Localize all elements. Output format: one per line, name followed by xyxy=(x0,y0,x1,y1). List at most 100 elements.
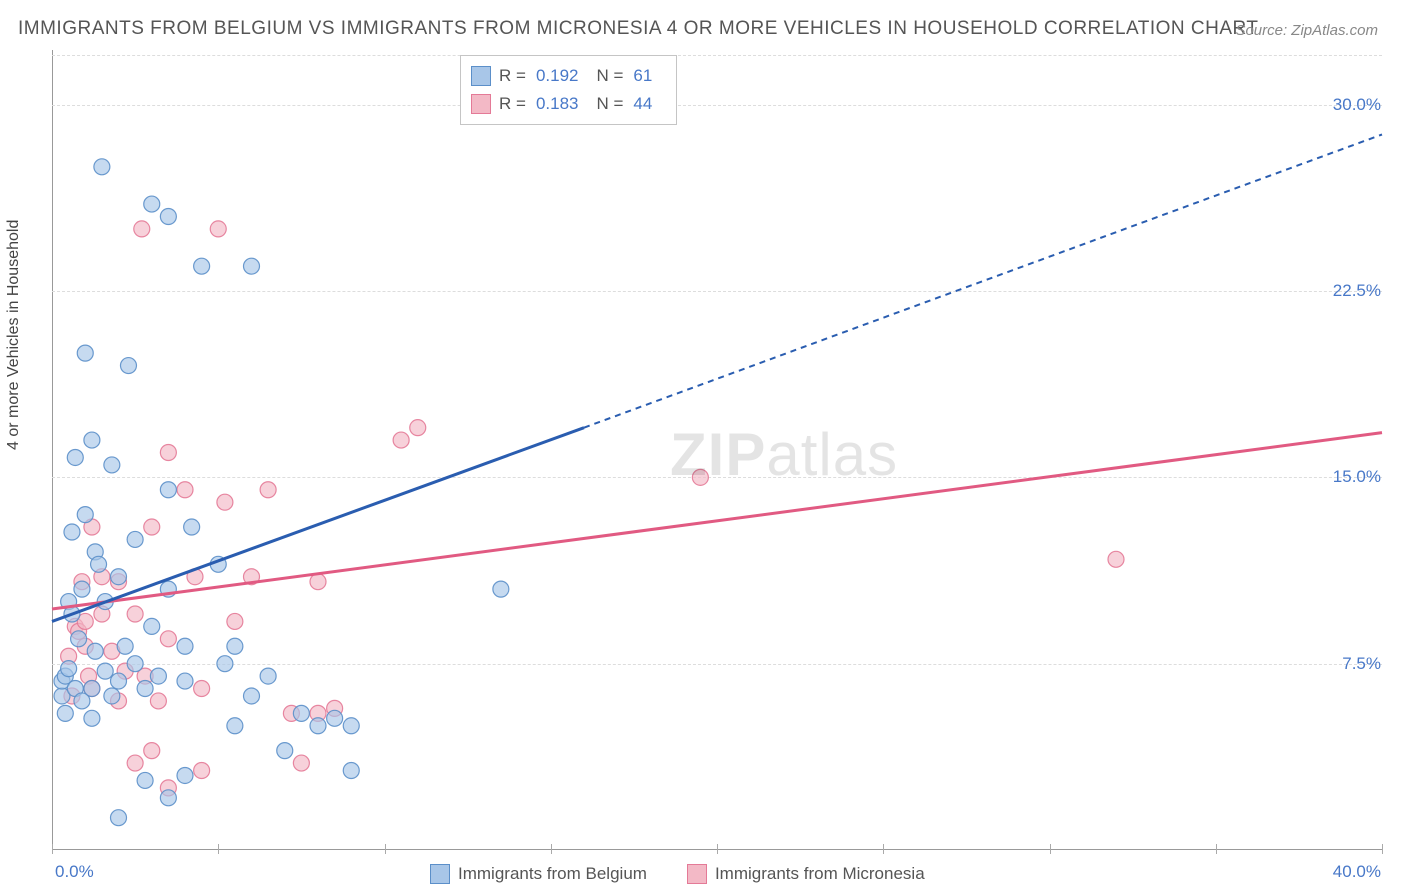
scatter-point xyxy=(184,519,200,535)
scatter-point xyxy=(71,631,87,647)
scatter-point xyxy=(194,763,210,779)
scatter-plot-svg xyxy=(52,50,1382,850)
scatter-point xyxy=(150,693,166,709)
scatter-point xyxy=(343,718,359,734)
scatter-point xyxy=(293,755,309,771)
scatter-point xyxy=(94,159,110,175)
r-value-belgium: 0.192 xyxy=(536,62,579,90)
n-label: N = xyxy=(596,62,623,90)
scatter-point xyxy=(217,656,233,672)
legend-row-micronesia: R = 0.183 N = 44 xyxy=(471,90,662,118)
scatter-point xyxy=(194,258,210,274)
scatter-point xyxy=(343,763,359,779)
scatter-point xyxy=(327,710,343,726)
scatter-point xyxy=(91,556,107,572)
scatter-point xyxy=(67,449,83,465)
scatter-point xyxy=(160,790,176,806)
scatter-point xyxy=(127,656,143,672)
scatter-point xyxy=(393,432,409,448)
scatter-point xyxy=(74,581,90,597)
r-label: R = xyxy=(499,62,526,90)
n-value-belgium: 61 xyxy=(633,62,652,90)
scatter-point xyxy=(227,718,243,734)
chart-container: IMMIGRANTS FROM BELGIUM VS IMMIGRANTS FR… xyxy=(0,0,1406,892)
scatter-point xyxy=(217,494,233,510)
scatter-point xyxy=(310,718,326,734)
scatter-point xyxy=(144,519,160,535)
scatter-point xyxy=(227,638,243,654)
legend-swatch-belgium xyxy=(471,66,491,86)
scatter-point xyxy=(277,743,293,759)
scatter-point xyxy=(493,581,509,597)
scatter-point xyxy=(61,661,77,677)
scatter-point xyxy=(194,681,210,697)
legend-label-belgium: Immigrants from Belgium xyxy=(458,864,647,884)
legend-label-micronesia: Immigrants from Micronesia xyxy=(715,864,925,884)
scatter-point xyxy=(160,631,176,647)
scatter-point xyxy=(210,221,226,237)
scatter-point xyxy=(127,531,143,547)
scatter-point xyxy=(127,606,143,622)
scatter-point xyxy=(134,221,150,237)
scatter-point xyxy=(57,705,73,721)
scatter-point xyxy=(127,755,143,771)
legend-swatch-micronesia-icon xyxy=(687,864,707,884)
scatter-point xyxy=(160,482,176,498)
scatter-point xyxy=(160,208,176,224)
scatter-point xyxy=(144,618,160,634)
scatter-point xyxy=(410,420,426,436)
scatter-point xyxy=(144,743,160,759)
scatter-point xyxy=(244,258,260,274)
series-legend: Immigrants from Belgium Immigrants from … xyxy=(430,864,925,884)
correlation-legend: R = 0.192 N = 61 R = 0.183 N = 44 xyxy=(460,55,677,125)
legend-row-belgium: R = 0.192 N = 61 xyxy=(471,62,662,90)
scatter-point xyxy=(111,569,127,585)
scatter-point xyxy=(177,638,193,654)
scatter-point xyxy=(111,673,127,689)
y-axis-label: 4 or more Vehicles in Household xyxy=(5,220,23,450)
scatter-point xyxy=(244,688,260,704)
scatter-point xyxy=(117,638,133,654)
scatter-point xyxy=(104,457,120,473)
scatter-point xyxy=(84,432,100,448)
legend-swatch-belgium-icon xyxy=(430,864,450,884)
chart-title: IMMIGRANTS FROM BELGIUM VS IMMIGRANTS FR… xyxy=(18,18,1259,40)
r-value-micronesia: 0.183 xyxy=(536,90,579,118)
scatter-point xyxy=(310,574,326,590)
x-tick-mark xyxy=(1382,844,1383,854)
scatter-point xyxy=(177,767,193,783)
legend-item-belgium: Immigrants from Belgium xyxy=(430,864,647,884)
source-label: Source: ZipAtlas.com xyxy=(1235,22,1378,39)
n-label: N = xyxy=(596,90,623,118)
scatter-point xyxy=(1108,551,1124,567)
scatter-point xyxy=(87,643,103,659)
scatter-point xyxy=(160,445,176,461)
scatter-point xyxy=(137,772,153,788)
scatter-point xyxy=(97,663,113,679)
legend-swatch-micronesia xyxy=(471,94,491,114)
scatter-point xyxy=(104,688,120,704)
scatter-point xyxy=(260,668,276,684)
scatter-point xyxy=(77,507,93,523)
n-value-micronesia: 44 xyxy=(633,90,652,118)
x-axis-max-label: 40.0% xyxy=(1333,862,1381,882)
scatter-point xyxy=(177,673,193,689)
scatter-point xyxy=(77,345,93,361)
scatter-point xyxy=(260,482,276,498)
scatter-point xyxy=(177,482,193,498)
scatter-point xyxy=(293,705,309,721)
scatter-point xyxy=(150,668,166,684)
scatter-point xyxy=(84,710,100,726)
scatter-point xyxy=(227,613,243,629)
scatter-point xyxy=(64,524,80,540)
scatter-point xyxy=(137,681,153,697)
trend-line xyxy=(52,433,1382,609)
scatter-point xyxy=(692,469,708,485)
legend-item-micronesia: Immigrants from Micronesia xyxy=(687,864,925,884)
r-label: R = xyxy=(499,90,526,118)
trend-line xyxy=(584,135,1382,428)
scatter-point xyxy=(144,196,160,212)
scatter-point xyxy=(84,681,100,697)
x-axis-min-label: 0.0% xyxy=(55,862,94,882)
scatter-point xyxy=(111,810,127,826)
